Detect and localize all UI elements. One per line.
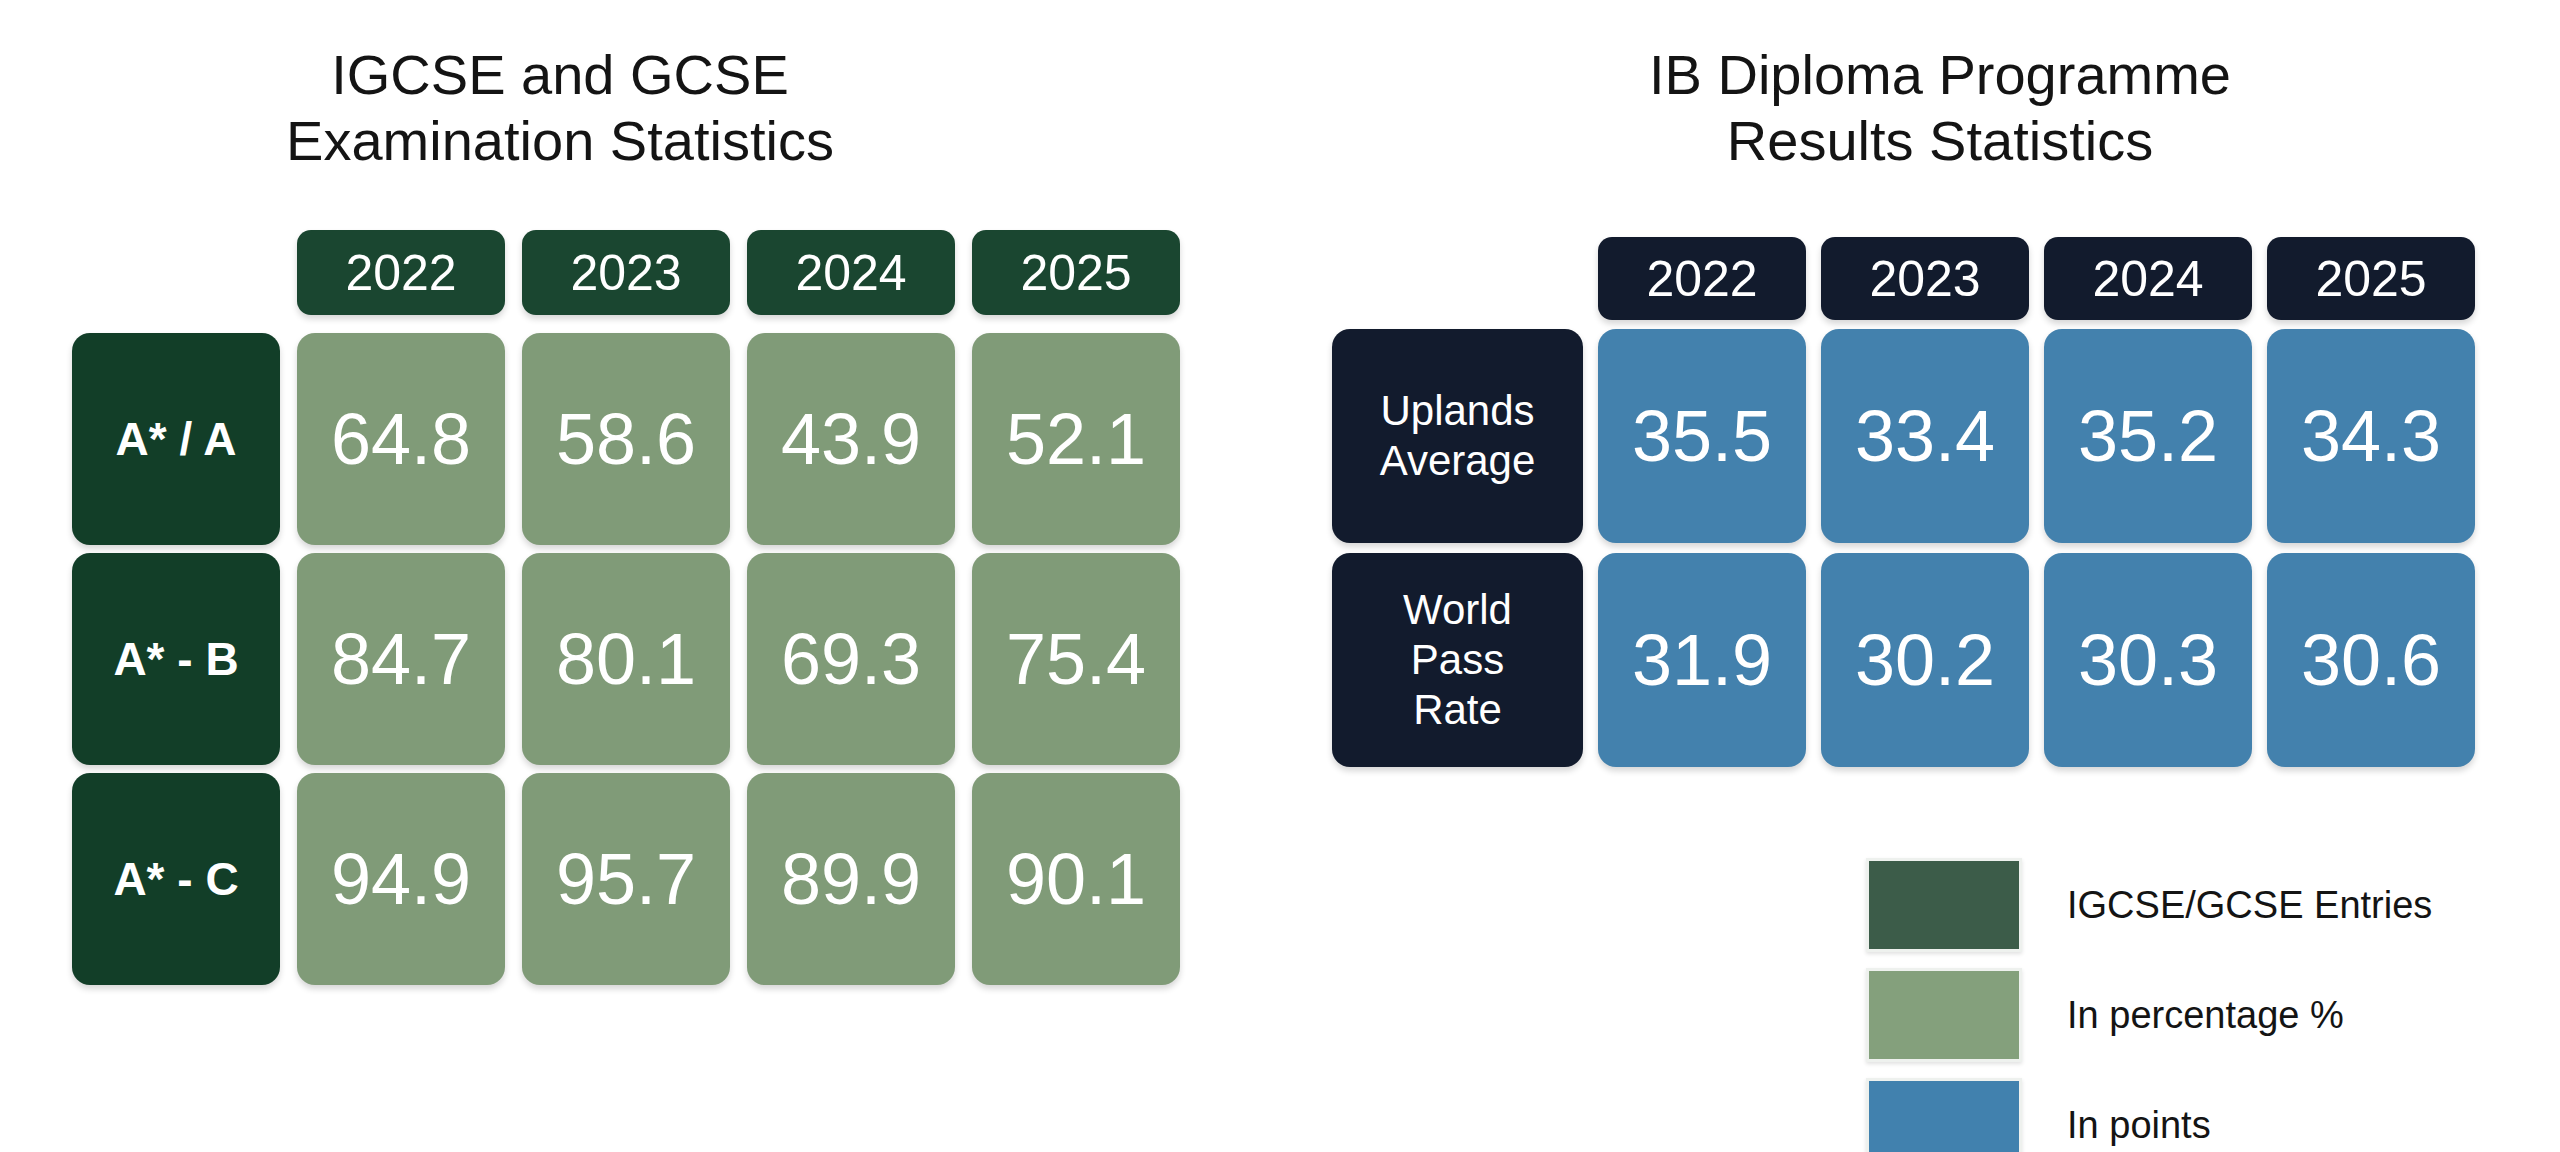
table-row: A* - C 94.9 95.7 89.9 90.1 [72, 773, 1180, 985]
data-cell: 30.6 [2267, 553, 2475, 767]
data-cell: 75.4 [972, 553, 1180, 765]
legend-swatch-percentage [1866, 968, 2022, 1062]
legend: IGCSE/GCSE Entries In percentage % In po… [1866, 858, 2432, 1152]
data-cell: 43.9 [747, 333, 955, 545]
year-header-cell: 2024 [2044, 237, 2252, 320]
data-cell: 95.7 [522, 773, 730, 985]
data-cell: 30.3 [2044, 553, 2252, 767]
data-cell: 35.2 [2044, 329, 2252, 543]
data-cell: 35.5 [1598, 329, 1806, 543]
legend-swatch-igcse-entries [1866, 858, 2022, 952]
right-chart-title-line2: Results Statistics [1480, 108, 2400, 174]
infographic-canvas: IGCSE and GCSE Examination Statistics IB… [0, 0, 2560, 1152]
ib-year-header-row: 2022 2023 2024 2025 [1598, 237, 2475, 320]
left-chart-title-line1: IGCSE and GCSE [100, 42, 1020, 108]
data-cell: 33.4 [1821, 329, 2029, 543]
data-cell: 69.3 [747, 553, 955, 765]
row-header-cell: World Pass Rate [1332, 553, 1583, 767]
row-header-line: Rate [1413, 685, 1502, 735]
row-header-line: Pass [1411, 635, 1504, 685]
row-header-line: World [1403, 585, 1512, 635]
table-row: A* - B 84.7 80.1 69.3 75.4 [72, 553, 1180, 765]
year-header-cell: 2025 [972, 230, 1180, 315]
row-header-cell: A* / A [72, 333, 280, 545]
legend-swatch-points [1866, 1078, 2022, 1152]
data-cell: 80.1 [522, 553, 730, 765]
row-header-cell: A* - C [72, 773, 280, 985]
row-header-cell: Uplands Average [1332, 329, 1583, 543]
legend-item: In points [1866, 1078, 2432, 1152]
data-cell: 89.9 [747, 773, 955, 985]
data-cell: 58.6 [522, 333, 730, 545]
data-cell: 30.2 [1821, 553, 2029, 767]
legend-label: IGCSE/GCSE Entries [2067, 884, 2432, 927]
data-cell: 94.9 [297, 773, 505, 985]
table-row: Uplands Average 35.5 33.4 35.2 34.3 [1332, 329, 2475, 543]
igcse-year-header-row: 2022 2023 2024 2025 [297, 230, 1180, 315]
igcse-gcse-table: 2022 2023 2024 2025 A* / A 64.8 58.6 43.… [72, 230, 1180, 993]
data-cell: 84.7 [297, 553, 505, 765]
year-header-cell: 2024 [747, 230, 955, 315]
legend-item: IGCSE/GCSE Entries [1866, 858, 2432, 952]
year-header-cell: 2023 [522, 230, 730, 315]
table-row: A* / A 64.8 58.6 43.9 52.1 [72, 333, 1180, 545]
legend-label: In points [2067, 1104, 2211, 1147]
year-header-cell: 2025 [2267, 237, 2475, 320]
left-chart-title: IGCSE and GCSE Examination Statistics [100, 42, 1020, 174]
row-header-cell: A* - B [72, 553, 280, 765]
data-cell: 34.3 [2267, 329, 2475, 543]
ib-diploma-table: 2022 2023 2024 2025 Uplands Average 35.5… [1332, 237, 2475, 777]
data-cell: 64.8 [297, 333, 505, 545]
legend-item: In percentage % [1866, 968, 2432, 1062]
right-chart-title-line1: IB Diploma Programme [1480, 42, 2400, 108]
legend-label: In percentage % [2067, 994, 2344, 1037]
year-header-cell: 2023 [1821, 237, 2029, 320]
left-chart-title-line2: Examination Statistics [100, 108, 1020, 174]
data-cell: 31.9 [1598, 553, 1806, 767]
year-header-cell: 2022 [297, 230, 505, 315]
right-chart-title: IB Diploma Programme Results Statistics [1480, 42, 2400, 174]
data-cell: 90.1 [972, 773, 1180, 985]
year-header-cell: 2022 [1598, 237, 1806, 320]
row-header-line: Uplands [1380, 386, 1534, 436]
table-row: World Pass Rate 31.9 30.2 30.3 30.6 [1332, 553, 2475, 767]
data-cell: 52.1 [972, 333, 1180, 545]
row-header-line: Average [1380, 436, 1536, 486]
